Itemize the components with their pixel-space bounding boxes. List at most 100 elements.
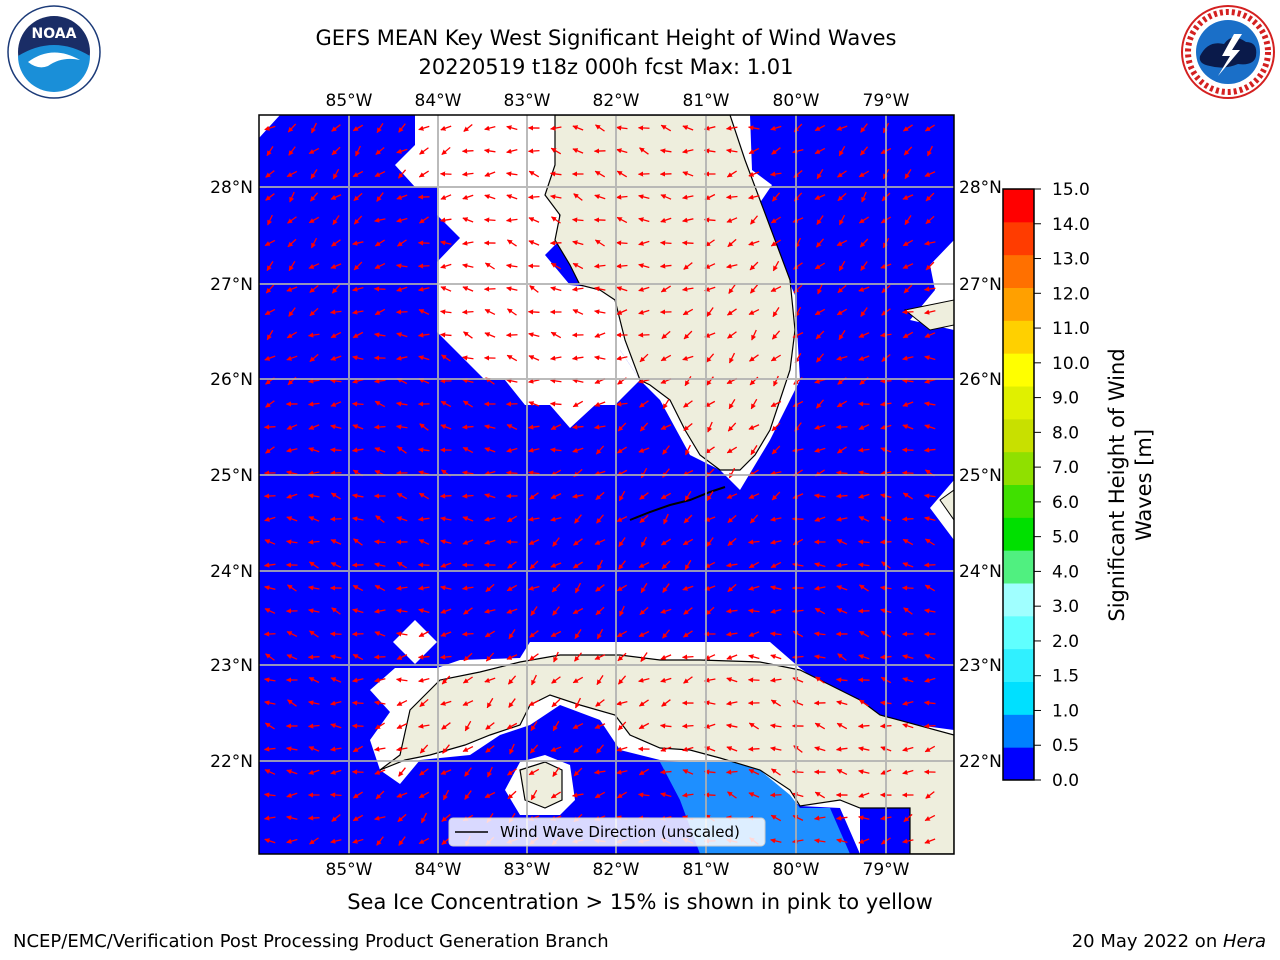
wave-direction-arrow <box>705 353 715 363</box>
lon-label: 79°W <box>863 91 910 111</box>
wave-direction-arrow <box>770 723 782 729</box>
colorbar-segment <box>1003 418 1034 453</box>
wave-direction-arrow <box>770 677 782 683</box>
wave-direction-arrow <box>770 354 782 362</box>
wave-direction-arrow <box>420 812 428 824</box>
wave-direction-arrow <box>726 654 738 660</box>
wave-direction-arrow <box>374 562 386 568</box>
wave-direction-arrow <box>924 171 936 177</box>
lat-label: 24°N <box>959 562 1002 582</box>
colorbar <box>1003 189 1034 781</box>
wave-direction-arrow <box>308 723 320 729</box>
wave-direction-arrow <box>837 446 847 454</box>
wave-direction-arrow <box>352 240 364 246</box>
wave-direction-arrow <box>485 583 495 593</box>
wave-direction-arrow <box>286 792 298 798</box>
wave-direction-arrow <box>858 838 870 844</box>
wave-direction-arrow <box>682 746 694 752</box>
wave-direction-arrow <box>331 814 341 822</box>
wave-direction-arrow <box>748 240 760 246</box>
wave-direction-arrow <box>902 700 914 706</box>
wave-direction-arrow <box>374 584 386 592</box>
wave-direction-arrow <box>814 308 826 316</box>
colorbar-tick-label: 8.0 <box>1052 423 1079 443</box>
wave-direction-arrow <box>506 447 518 453</box>
wave-direction-arrow <box>595 124 605 132</box>
wave-direction-arrow <box>374 378 386 384</box>
wave-direction-arrow <box>506 608 518 614</box>
wave-direction-arrow <box>529 630 539 638</box>
wave-direction-arrow <box>726 148 738 154</box>
wave-direction-arrow <box>683 423 693 431</box>
wave-direction-arrow <box>726 608 738 614</box>
wave-direction-arrow <box>484 493 496 499</box>
wave-direction-arrow <box>594 723 606 729</box>
wave-direction-arrow <box>308 401 320 407</box>
wave-direction-arrow <box>814 124 826 132</box>
wave-direction-arrow <box>417 562 430 568</box>
wave-direction-arrow <box>483 217 496 223</box>
wave-direction-arrow <box>727 308 737 316</box>
wave-direction-arrow <box>550 516 562 522</box>
wave-direction-arrow <box>398 767 406 777</box>
wave-direction-arrow <box>836 400 848 408</box>
wave-direction-arrow <box>461 424 474 430</box>
wave-direction-arrow <box>288 146 296 156</box>
wave-direction-arrow <box>309 285 319 293</box>
lat-label: 28°N <box>210 178 253 198</box>
wave-direction-arrow <box>659 240 672 246</box>
wave-direction-arrow <box>329 470 342 476</box>
colorbar-ticks: 15.0 14.0 13.0 12.0 11.0 10.0 9.0 8.0 7.0 6.0 5.0 4… <box>1034 180 1090 791</box>
footer-date-text: 20 May 2022 on <box>1071 931 1223 952</box>
wave-direction-arrow <box>837 284 847 294</box>
wave-direction-arrow <box>618 490 626 502</box>
wave-direction-arrow <box>858 447 870 453</box>
wave-direction-arrow <box>748 539 760 545</box>
wave-direction-arrow <box>484 125 496 131</box>
wave-direction-arrow <box>552 537 560 547</box>
wave-direction-arrow <box>550 125 562 131</box>
wave-direction-arrow <box>858 654 870 660</box>
wave-direction-arrow <box>462 470 474 476</box>
wave-direction-arrow <box>396 424 408 430</box>
wave-direction-arrow <box>309 630 319 638</box>
wave-direction-arrow <box>263 424 276 430</box>
wave-direction-arrow <box>574 514 582 524</box>
wave-direction-arrow <box>770 838 782 844</box>
wave-direction-arrow <box>265 170 275 178</box>
wave-direction-arrow <box>373 424 386 430</box>
wave-direction-arrow <box>308 470 320 476</box>
wave-direction-arrow <box>681 723 694 729</box>
wave-direction-arrow <box>550 746 562 752</box>
wave-direction-arrow <box>353 538 363 546</box>
wave-direction-arrow <box>902 769 914 775</box>
wave-direction-arrow <box>748 125 760 131</box>
wave-direction-arrow <box>616 309 628 315</box>
wave-direction-arrow <box>925 261 935 271</box>
wave-direction-arrow <box>308 539 320 545</box>
wave-direction-arrow <box>902 194 914 200</box>
wave-direction-arrow <box>682 538 694 546</box>
wave-direction-arrow <box>860 261 868 271</box>
wave-direction-arrow <box>375 515 385 523</box>
wave-direction-arrow <box>418 470 430 476</box>
wave-direction-arrow <box>461 309 474 315</box>
wave-direction-arrow <box>904 169 912 180</box>
wave-direction-arrow <box>682 792 694 798</box>
wave-direction-arrow <box>308 493 320 499</box>
wave-direction-arrow <box>792 148 804 154</box>
wave-direction-arrow <box>418 837 430 845</box>
lat-label: 27°N <box>210 275 253 295</box>
wave-direction-arrow <box>773 375 779 387</box>
wave-direction-arrow <box>814 493 826 499</box>
wave-direction-arrow <box>330 838 342 844</box>
wave-direction-arrow <box>660 424 672 430</box>
wave-direction-arrow <box>484 194 496 200</box>
wave-direction-arrow <box>573 744 583 754</box>
wave-direction-arrow <box>836 722 848 730</box>
wave-direction-arrow <box>638 309 650 315</box>
wave-direction-arrow <box>264 792 276 798</box>
wave-direction-arrow <box>308 608 320 614</box>
colorbar-segment <box>1003 320 1034 354</box>
wave-direction-arrow <box>506 125 518 131</box>
